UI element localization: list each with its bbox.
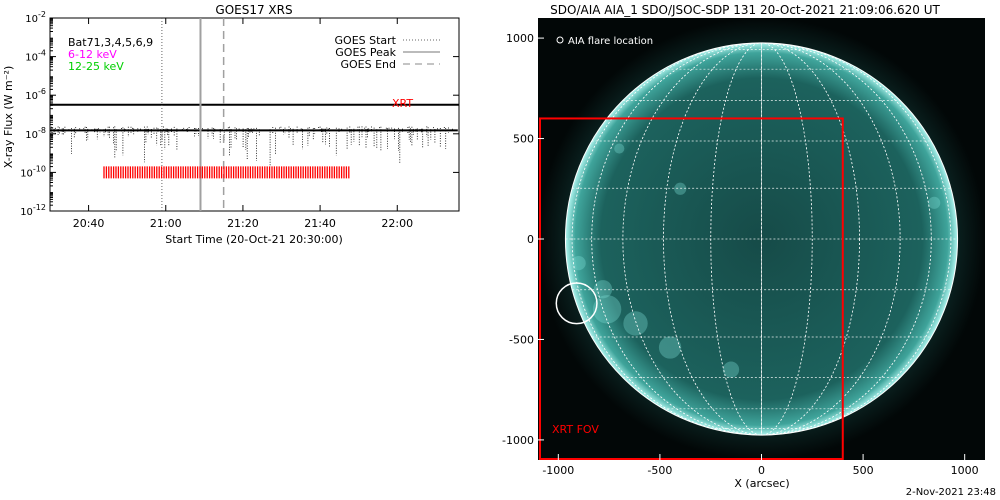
flare-location-circle: [555, 282, 598, 325]
goes-band-green: 12-25 keV: [68, 60, 124, 73]
sun-limb: [564, 42, 959, 436]
aia-xlabel: X (arcsec): [734, 477, 789, 490]
legend-goes-peak: GOES Peak: [335, 46, 396, 59]
aia-image-chart: SDO/AIA AIA_1 SDO/JSOC-SDP 131 20-Oct-20…: [502, 3, 985, 490]
longitude-line: [622, 42, 901, 436]
active-region: [658, 336, 682, 359]
goes-ylabel: X-ray Flux (W m⁻²): [2, 66, 15, 168]
goes-marker-lines: [161, 18, 225, 211]
goes-xtick-label: 21:00: [150, 217, 182, 230]
generation-timestamp: 2-Nov-2021 23:48: [905, 487, 996, 498]
aia-xtick-label: -1000: [542, 464, 574, 477]
goes-ytick-label: 10-2: [25, 10, 46, 25]
active-region: [674, 182, 687, 195]
aia-ytick-label: 0: [527, 233, 534, 246]
longitude-line: [663, 42, 860, 436]
goes-band-magenta: 6-12 keV: [68, 48, 117, 61]
longitude-line: [710, 42, 813, 436]
goes-xtick-label: 22:00: [381, 217, 413, 230]
xrt-fov-label: XRT FOV: [552, 423, 599, 436]
goes-plot-frame: [49, 17, 460, 212]
aia-xtick-label: 500: [853, 464, 874, 477]
goes-band-noise: [49, 126, 453, 167]
goes-band-black: Bat71,3,4,5,6,9: [68, 36, 153, 49]
xrt-observation-ticks: [103, 166, 350, 179]
goes-title: GOES17 XRS: [215, 3, 292, 17]
aia-ytick-label: 500: [513, 133, 534, 146]
active-region: [593, 280, 613, 299]
aia-axis-ticks: -1000 -500 0 500 1000 -1000 -500 0 500 1000: [502, 32, 979, 477]
active-regions: [571, 143, 941, 378]
goes-ytick-label: 10-12: [20, 203, 46, 218]
goes-xtick-label: 21:40: [304, 217, 336, 230]
goes-ytick-label: 10-8: [25, 126, 46, 141]
goes-series-group: [49, 103, 459, 167]
legend-goes-start: GOES Start: [335, 34, 397, 47]
aia-ytick-label: -1000: [502, 434, 534, 447]
xrt-observation-bars: [103, 166, 350, 179]
active-region: [928, 196, 941, 209]
flare-legend-marker: [556, 36, 564, 44]
active-region: [571, 255, 586, 271]
legend-goes-end: GOES End: [340, 58, 396, 71]
aia-ytick-label: 1000: [506, 32, 534, 45]
goes-ytick-label: 10-6: [25, 87, 46, 102]
goes-xtick-label: 21:20: [227, 217, 259, 230]
aia-xtick-label: -500: [647, 464, 672, 477]
goes-xlabel: Start Time (20-Oct-21 20:30:00): [165, 233, 343, 246]
goes-ytick-label: 10-4: [25, 49, 46, 64]
aia-xtick-label: 1000: [951, 464, 979, 477]
goes-xrs-chart: GOES17 XRS 20:40 21:00 21:20 21:40 22:00 10-1…: [2, 3, 460, 246]
aia-ytick-label: -500: [509, 333, 534, 346]
goes-ytick-label: 10-10: [20, 164, 46, 179]
xrt-series-label: XRT: [392, 97, 413, 110]
active-region: [623, 311, 648, 336]
longitude-line: [591, 42, 932, 436]
aia-legend-label: AIA flare location: [568, 36, 653, 47]
xrt-fov-box: [539, 117, 844, 460]
longitude-line: [571, 42, 952, 436]
aia-xtick-label: 0: [758, 464, 765, 477]
active-region: [592, 295, 622, 324]
heliographic-grid: [565, 42, 958, 436]
active-region: [722, 361, 740, 378]
aia-title: SDO/AIA AIA_1 SDO/JSOC-SDP 131 20-Oct-20…: [550, 3, 940, 17]
active-region: [614, 143, 625, 154]
goes-xtick-label: 20:40: [73, 217, 105, 230]
goes-axis-ticks: 20:40 21:00 21:20 21:40 22:00 10-12 10-10 10-8 1…: [20, 10, 459, 230]
